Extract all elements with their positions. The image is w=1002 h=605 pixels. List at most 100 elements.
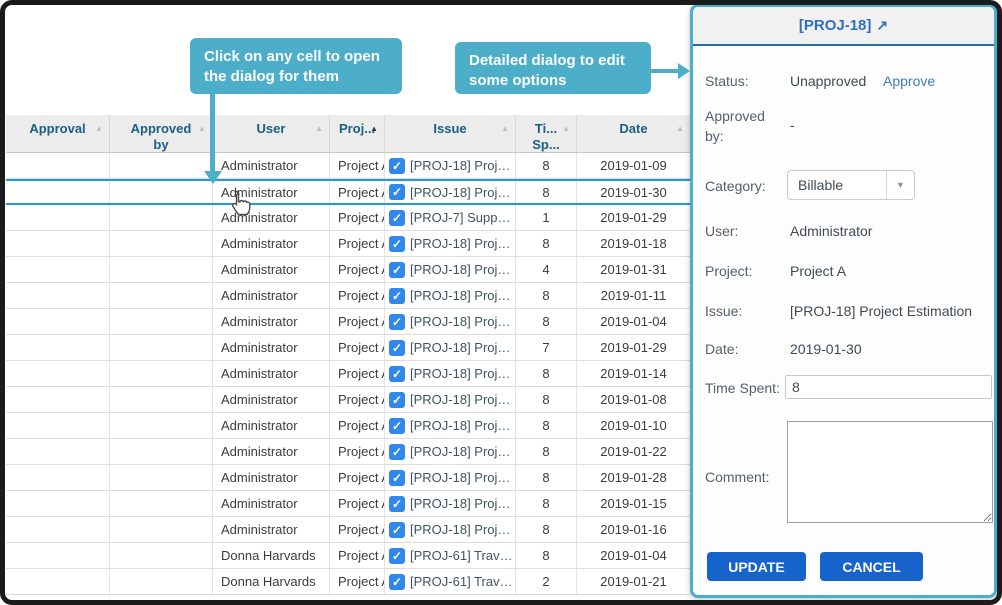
cancel-button[interactable]: CANCEL [820, 552, 923, 581]
cell-date[interactable]: 2019-01-10 [600, 418, 667, 433]
cell-time-spent[interactable]: 8 [516, 181, 577, 203]
cell-approval[interactable] [6, 387, 110, 412]
cell-approval[interactable] [6, 283, 110, 308]
cell-user[interactable]: Administrator [213, 413, 330, 438]
cell-project[interactable]: Project A [330, 387, 385, 412]
cell-date[interactable]: 2019-01-15 [600, 496, 667, 511]
cell-project[interactable]: Project A [330, 283, 385, 308]
checkbox-checked-icon[interactable]: ✓ [389, 339, 405, 356]
cell-date[interactable]: 2019-01-04 [600, 314, 667, 329]
cell-approved-by[interactable] [110, 439, 213, 464]
column-header-project[interactable]: Proj... ▲ [330, 115, 385, 153]
cell-date[interactable]: 2019-01-31 [600, 262, 667, 277]
cell-issue[interactable]: ✓ [PROJ-18] Project ... [385, 465, 516, 490]
cell-time-spent[interactable]: 1 [516, 205, 577, 230]
external-link-icon[interactable]: ↗ [876, 17, 889, 33]
checkbox-checked-icon[interactable]: ✓ [389, 391, 405, 408]
cell-project[interactable]: Project A [330, 257, 385, 282]
cell-project[interactable]: Project A [330, 543, 385, 568]
cell-user[interactable]: Administrator [213, 283, 330, 308]
cell-issue[interactable]: ✓ [PROJ-61] Travelin... [385, 543, 516, 568]
checkbox-checked-icon[interactable]: ✓ [389, 573, 405, 590]
approve-link[interactable]: Approve [883, 73, 936, 89]
cell-approved-by[interactable] [110, 153, 213, 178]
cell-time-spent[interactable]: 8 [516, 413, 577, 438]
checkbox-checked-icon[interactable]: ✓ [389, 157, 405, 174]
cell-approval[interactable] [6, 231, 110, 256]
cell-issue[interactable]: ✓ [PROJ-18] Project ... [385, 387, 516, 412]
cell-time-spent[interactable]: 4 [516, 257, 577, 282]
cell-approved-by[interactable] [110, 181, 213, 203]
cell-date[interactable]: 2019-01-04 [600, 548, 667, 563]
sort-arrow-icon[interactable]: ▲ [501, 124, 509, 133]
cell-approval[interactable] [6, 439, 110, 464]
cell-user[interactable]: Administrator [213, 153, 330, 178]
cell-approval[interactable] [6, 413, 110, 438]
cell-issue[interactable]: ✓ [PROJ-18] Project ... [385, 283, 516, 308]
cell-approval[interactable] [6, 491, 110, 516]
cell-user[interactable]: Administrator [213, 257, 330, 282]
cell-approval[interactable] [6, 181, 110, 203]
sort-arrow-icon[interactable]: ▲ [198, 124, 206, 133]
cell-approval[interactable] [6, 517, 110, 542]
column-header-approved-by[interactable]: Approved by ▲ [110, 115, 213, 153]
cell-time-spent[interactable]: 8 [516, 517, 577, 542]
cell-date[interactable]: 2019-01-14 [600, 366, 667, 381]
column-header-approval[interactable]: Approval ▲ [6, 115, 110, 153]
cell-issue[interactable]: ✓ [PROJ-18] Project ... [385, 309, 516, 334]
cell-user[interactable]: Donna Harvards [213, 569, 330, 594]
cell-date[interactable]: 2019-01-11 [600, 288, 667, 303]
cell-project[interactable]: Project A [330, 153, 385, 178]
cell-approval[interactable] [6, 465, 110, 490]
column-header-time-spent[interactable]: Ti... Sp... ▲ [516, 115, 577, 153]
cell-approved-by[interactable] [110, 335, 213, 360]
issue-link[interactable]: [PROJ-18] [798, 17, 872, 34]
cell-issue[interactable]: ✓ [PROJ-18] Project ... [385, 517, 516, 542]
cell-date[interactable]: 2019-01-22 [600, 444, 667, 459]
cell-user[interactable]: Administrator [213, 361, 330, 386]
cell-date[interactable]: 2019-01-29 [600, 210, 667, 225]
cell-user[interactable]: Administrator [213, 231, 330, 256]
cell-user[interactable]: Donna Harvards [213, 543, 330, 568]
cell-approved-by[interactable] [110, 569, 213, 594]
cell-approval[interactable] [6, 153, 110, 178]
checkbox-checked-icon[interactable]: ✓ [389, 495, 405, 512]
sort-arrow-icon[interactable]: ▲ [95, 124, 103, 133]
cell-issue[interactable]: ✓ [PROJ-18] Project ... [385, 439, 516, 464]
cell-approved-by[interactable] [110, 309, 213, 334]
cell-user[interactable]: Administrator [213, 335, 330, 360]
cell-project[interactable]: Project A [330, 491, 385, 516]
cell-user[interactable]: Administrator [213, 491, 330, 516]
column-header-date[interactable]: Date ▲ [577, 115, 690, 152]
cell-user[interactable]: Administrator [213, 181, 330, 203]
checkbox-checked-icon[interactable]: ✓ [389, 417, 405, 434]
cell-time-spent[interactable]: 8 [516, 439, 577, 464]
cell-approved-by[interactable] [110, 543, 213, 568]
cell-project[interactable]: Project A [330, 309, 385, 334]
cell-approved-by[interactable] [110, 517, 213, 542]
cell-issue[interactable]: ✓ [PROJ-18] Project ... [385, 181, 516, 203]
cell-approval[interactable] [6, 569, 110, 594]
cell-approval[interactable] [6, 205, 110, 230]
checkbox-checked-icon[interactable]: ✓ [389, 443, 405, 460]
cell-date[interactable]: 2019-01-09 [600, 158, 667, 173]
checkbox-checked-icon[interactable]: ✓ [389, 313, 405, 330]
cell-approved-by[interactable] [110, 491, 213, 516]
cell-time-spent[interactable]: 8 [516, 387, 577, 412]
chevron-down-icon[interactable]: ▼ [886, 171, 914, 199]
cell-project[interactable]: Project A [330, 181, 385, 203]
checkbox-checked-icon[interactable]: ✓ [389, 287, 405, 304]
column-header-issue[interactable]: Issue ▲ [385, 115, 516, 153]
cell-time-spent[interactable]: 8 [516, 309, 577, 334]
cell-project[interactable]: Project A [330, 335, 385, 360]
cell-project[interactable]: Project A [330, 413, 385, 438]
cell-time-spent[interactable]: 7 [516, 335, 577, 360]
checkbox-checked-icon[interactable]: ✓ [389, 235, 405, 252]
cell-time-spent[interactable]: 8 [516, 283, 577, 308]
cell-time-spent[interactable]: 8 [516, 491, 577, 516]
cell-project[interactable]: Project A [330, 205, 385, 230]
cell-issue[interactable]: ✓ [PROJ-18] Project ... [385, 153, 516, 178]
checkbox-checked-icon[interactable]: ✓ [389, 547, 405, 564]
cell-project[interactable]: Project A [330, 465, 385, 490]
cell-date[interactable]: 2019-01-30 [600, 184, 667, 200]
